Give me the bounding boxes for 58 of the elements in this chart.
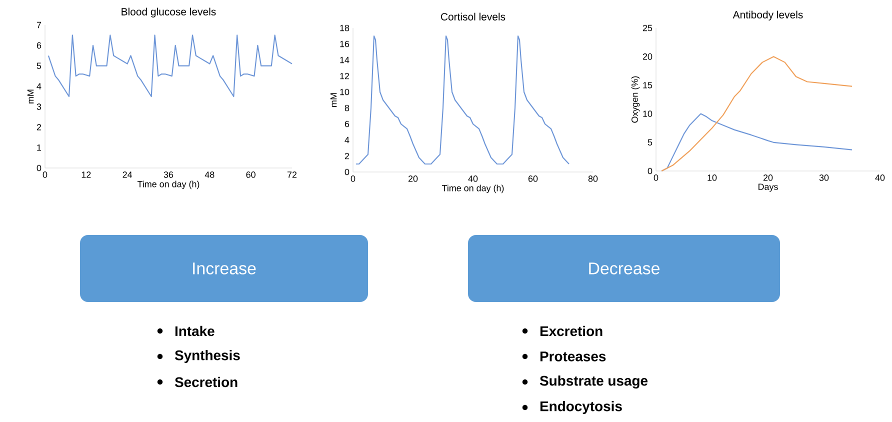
chart-title: Antibody levels [732, 10, 803, 20]
chart-title: Blood glucose levels [122, 8, 216, 18]
y-tick-label: 5 [36, 62, 42, 69]
y-tick-label: 10 [340, 88, 350, 96]
x-tick-label: 40 [468, 176, 478, 182]
x-tick-label: 72 [287, 172, 297, 178]
x-tick-label: 10 [708, 174, 717, 181]
y-tick-label: 6 [36, 42, 42, 49]
y-tick-label: 7 [36, 22, 42, 28]
text: Synthesis [174, 350, 240, 363]
x-tick-label: 60 [246, 172, 256, 178]
x-tick-label: 48 [204, 172, 214, 178]
x-axis-title: Days [758, 184, 778, 192]
x-tick-label: 36 [164, 172, 174, 178]
x-tick-label: 60 [528, 176, 538, 182]
text: Proteases [540, 352, 606, 362]
y-axis-title: mM [330, 93, 337, 107]
text: Decrease [589, 262, 660, 274]
chart-title: Cortisol levels [440, 12, 506, 20]
text: Secretion [174, 376, 238, 388]
x-tick-label: 20 [763, 174, 773, 181]
x-tick-label: 12 [82, 172, 91, 178]
y-tick-label: 8 [344, 104, 350, 112]
y-tick-label: 20 [642, 53, 652, 60]
y-axis-title: Oxygen (%) [631, 76, 640, 123]
y-tick-label: 18 [340, 24, 350, 32]
line-series [661, 56, 853, 172]
text: Intake [175, 326, 214, 336]
y-tick-label: 16 [340, 40, 350, 48]
text: Excretion [540, 326, 602, 336]
y-tick-label: 6 [344, 120, 350, 128]
x-tick-label: 80 [588, 176, 598, 182]
y-tick-label: 14 [340, 56, 350, 64]
y-tick-label: 10 [643, 110, 652, 117]
y-tick-label: 2 [36, 124, 42, 130]
y-axis-title: mM [27, 90, 34, 104]
y-tick-label: 2 [344, 152, 350, 160]
text: Increase [193, 262, 256, 274]
y-tick-label: 4 [344, 136, 350, 144]
x-tick-label: 30 [819, 174, 829, 181]
y-tick-label: 25 [642, 24, 652, 32]
x-axis-title: Time on day (h) [137, 180, 200, 190]
text: Endocytosis [540, 400, 622, 414]
y-tick-label: 5 [648, 139, 652, 146]
y-tick-label: 4 [36, 83, 42, 90]
y-tick-label: 1 [37, 144, 42, 151]
x-tick-label: 20 [408, 176, 418, 182]
y-tick-label: 3 [36, 104, 42, 110]
x-tick-label: 0 [350, 176, 356, 182]
x-tick-label: 0 [42, 172, 48, 178]
y-tick-label: 0 [36, 164, 42, 172]
x-tick-label: 24 [122, 172, 132, 178]
x-tick-label: 40 [875, 174, 885, 181]
y-tick-label: 12 [340, 72, 350, 80]
text: Substrate usage [540, 375, 648, 389]
x-tick-label: 0 [654, 174, 658, 181]
y-tick-label: 15 [643, 82, 652, 88]
x-axis-title: Time on day (h) [442, 184, 504, 194]
